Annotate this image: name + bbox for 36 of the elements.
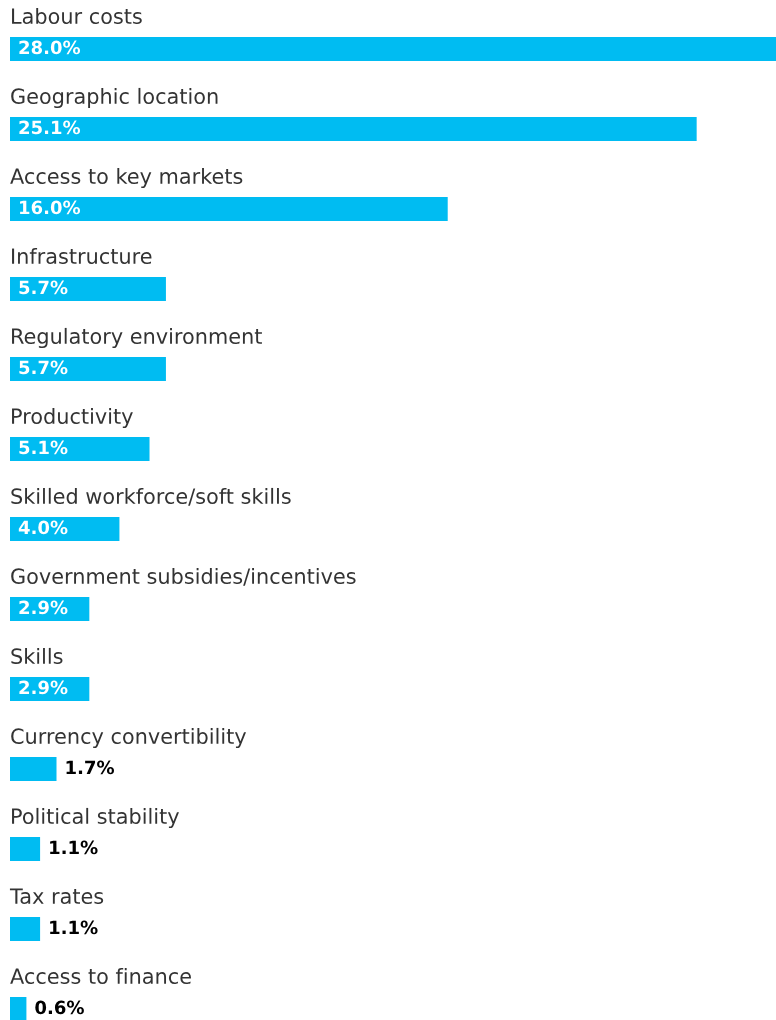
- data-label: 28.0%: [19, 40, 81, 55]
- data-label: 1.1%: [50, 840, 98, 855]
- y-tick-label: Skills: [11, 647, 63, 665]
- y-tick-label: Tax rates: [9, 888, 104, 905]
- data-label: 1.7%: [66, 760, 115, 775]
- y-tick-label: Geographic location: [11, 87, 218, 109]
- bar: [10, 997, 27, 1020]
- data-label: 1.1%: [50, 920, 98, 935]
- y-tick-label: Productivity: [12, 407, 133, 429]
- bar: [10, 277, 166, 301]
- y-tick-label: Access to key markets: [10, 167, 243, 189]
- bar: [10, 37, 776, 61]
- y-tick-label: Regulatory environment: [12, 327, 262, 349]
- bar: [10, 357, 166, 381]
- bar: [10, 757, 57, 781]
- data-label: 16.0%: [20, 200, 81, 215]
- data-label: 25.1%: [19, 120, 81, 135]
- data-label: 0.6%: [35, 1000, 84, 1015]
- y-tick-label: Infrastructure: [12, 247, 152, 265]
- data-label: 5.7%: [19, 360, 68, 375]
- bar: [10, 197, 448, 221]
- bar: [10, 917, 41, 941]
- bar: [10, 837, 41, 861]
- y-tick-label: Political stability: [12, 807, 179, 829]
- bar: [10, 117, 697, 141]
- y-tick-label: Government subsidies/incentives: [11, 567, 356, 586]
- y-tick-label: Currency convertibility: [11, 727, 247, 749]
- data-label: 2.9%: [19, 680, 68, 695]
- bar: [10, 437, 150, 461]
- data-label: 4.0%: [18, 520, 68, 535]
- data-label: 5.7%: [19, 280, 68, 295]
- data-label: 2.9%: [19, 600, 68, 615]
- y-tick-label: Skilled workforce/soft skills: [11, 487, 291, 506]
- y-tick-label: Labour costs: [12, 7, 142, 25]
- data-label: 5.1%: [19, 440, 68, 455]
- y-tick-label: Access to finance: [10, 967, 191, 985]
